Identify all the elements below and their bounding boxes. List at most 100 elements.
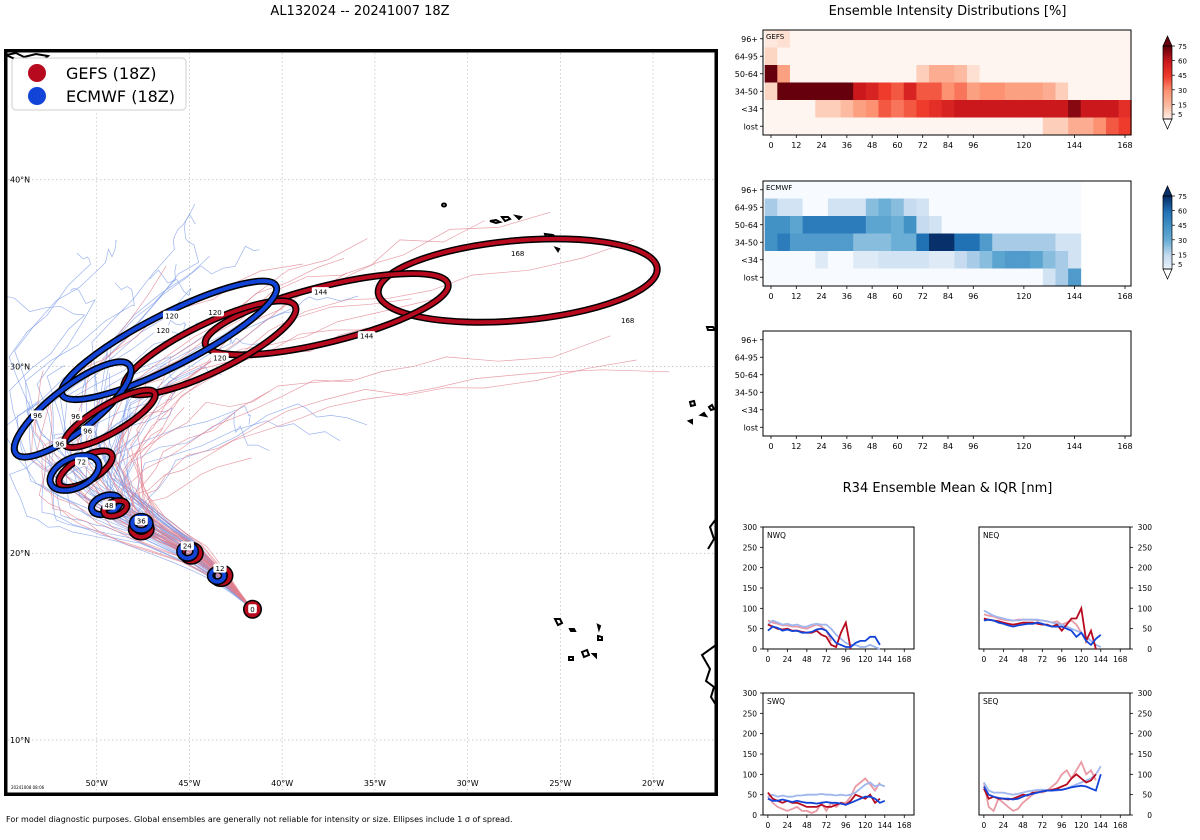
heatmap-cell xyxy=(916,181,930,199)
heatmap-cell xyxy=(853,181,867,199)
heatmap-cell xyxy=(891,198,905,217)
heatmap-cell xyxy=(1068,181,1082,199)
hour-tick-label: 36 xyxy=(842,442,852,451)
heatmap-cell xyxy=(853,268,867,287)
r34-x-tick-label: 0 xyxy=(981,655,986,664)
heatmap-cell xyxy=(1030,65,1044,83)
hour-tick-label: 24 xyxy=(816,292,826,301)
intensity-distributions: 96+ 64-95 50-64 34-50 <34 lost 0 12 24 36 48 60 72 84… xyxy=(735,29,1187,451)
heatmap-cell xyxy=(941,268,955,287)
island xyxy=(590,653,597,660)
heatmap-cell xyxy=(840,30,854,48)
forecast-hour-label: 72 xyxy=(77,459,86,467)
r34-y-tick-label: 50 xyxy=(747,625,757,634)
r34-y-tick-label: 150 xyxy=(1138,584,1153,593)
heatmap-cell xyxy=(1080,47,1094,66)
heatmap-cell xyxy=(764,82,778,101)
colorbar-segment xyxy=(1163,220,1172,224)
heatmap-cell xyxy=(1004,233,1018,252)
heatmap-cell xyxy=(1055,47,1069,66)
heatmap-cell xyxy=(1068,198,1082,217)
heatmap-cell xyxy=(1042,181,1056,199)
heatmap-cell xyxy=(929,181,943,199)
heatmap-cell xyxy=(903,181,917,199)
colorbar-segment xyxy=(1163,46,1172,49)
heatmap-cell xyxy=(891,47,905,66)
heatmap-cell xyxy=(1093,100,1107,118)
colorbar-segment xyxy=(1163,109,1172,113)
heatmap-cell xyxy=(1068,65,1082,83)
colorbar-segment xyxy=(1163,225,1172,229)
forecast-hour-label: 168 xyxy=(511,250,524,258)
hour-tick-label: 168 xyxy=(1117,141,1132,150)
heatmap-cell xyxy=(966,30,980,48)
r34-y-tick-label: 150 xyxy=(743,750,758,759)
r34-series-line xyxy=(767,795,886,806)
heatmap-cell xyxy=(979,47,993,66)
heatmap-cell xyxy=(1030,216,1044,234)
heatmap-cell xyxy=(992,117,1006,136)
r34-series-line xyxy=(983,618,1102,647)
r34-panels: 0 24 48 72 96 120 144 168 0 50 100 150 200 250 300 NWQ 0… xyxy=(743,523,1153,830)
heatmap-cell xyxy=(1030,181,1044,199)
hour-label-bg xyxy=(53,438,67,448)
uncertainty-ellipse xyxy=(244,601,261,618)
heatmap-cell xyxy=(1080,117,1094,136)
island xyxy=(596,623,602,633)
island xyxy=(705,326,716,331)
r34-x-tick-label: 168 xyxy=(897,655,912,664)
colorbar-segment xyxy=(1163,259,1172,263)
heatmap-cell xyxy=(941,47,955,66)
heatmap-cell xyxy=(979,198,993,217)
colorbar-segment xyxy=(1163,48,1172,52)
heatmap-cell xyxy=(815,216,829,234)
r34-y-tick-label: 100 xyxy=(743,770,758,779)
r34-x-tick-label: 48 xyxy=(1018,821,1028,830)
heatmap-cell xyxy=(840,47,854,66)
ensemble-member-track xyxy=(6,295,253,610)
r34-x-tick-label: 168 xyxy=(897,821,912,830)
colorbar-tick-label: 45 xyxy=(1178,222,1187,230)
heatmap-cell xyxy=(840,100,854,118)
r34-y-tick-label: 250 xyxy=(743,543,758,552)
heatmap-cell xyxy=(1004,65,1018,83)
heatmap-cell xyxy=(1093,117,1107,136)
heatmap-cell xyxy=(1017,198,1031,217)
heatmap-cell xyxy=(865,181,879,199)
colorbar-segment xyxy=(1163,82,1172,86)
heatmap-cell xyxy=(1017,100,1031,118)
forecast-hour-label: 144 xyxy=(314,289,328,297)
footer-note: For model diagnostic purposes. Global en… xyxy=(6,815,513,824)
r34-x-tick-label: 0 xyxy=(765,821,770,830)
heatmap-cell xyxy=(929,82,943,101)
heatmap-cell xyxy=(764,216,778,234)
heatmap-cell xyxy=(1055,233,1069,252)
heatmap-cell xyxy=(815,47,829,66)
heatmap-cell xyxy=(878,268,892,287)
heatmap-cell xyxy=(966,198,980,217)
heatmap-cell xyxy=(827,251,841,269)
heatmap-cell xyxy=(815,65,829,83)
heatmap-cell xyxy=(815,198,829,217)
r34-y-tick-label: 200 xyxy=(743,730,758,739)
heatmap-cell xyxy=(1118,47,1132,66)
colorbar-segment xyxy=(1163,232,1172,236)
heatmap-cell xyxy=(802,47,816,66)
heatmap-cell xyxy=(903,47,917,66)
heatmap-cell xyxy=(1042,198,1056,217)
heatmap-cell xyxy=(992,30,1006,48)
lat-tick-label: 10°N xyxy=(10,736,30,745)
heatmap-cell xyxy=(966,268,980,287)
heatmap-cell xyxy=(802,198,816,217)
colorbar-segment xyxy=(1163,234,1172,238)
heatmap-cell xyxy=(802,181,816,199)
heatmap-cell xyxy=(891,82,905,101)
r34-title: R34 Ensemble Mean & IQR [nm] xyxy=(842,481,1053,496)
heatmap-cell xyxy=(1055,216,1069,234)
heatmap-cell xyxy=(865,82,879,101)
colorbar-segment xyxy=(1163,87,1172,91)
heatmap-cell xyxy=(966,82,980,101)
heatmap-cell xyxy=(853,117,867,136)
hour-label-bg xyxy=(248,604,257,614)
r34-y-tick-label: 300 xyxy=(1138,523,1153,532)
